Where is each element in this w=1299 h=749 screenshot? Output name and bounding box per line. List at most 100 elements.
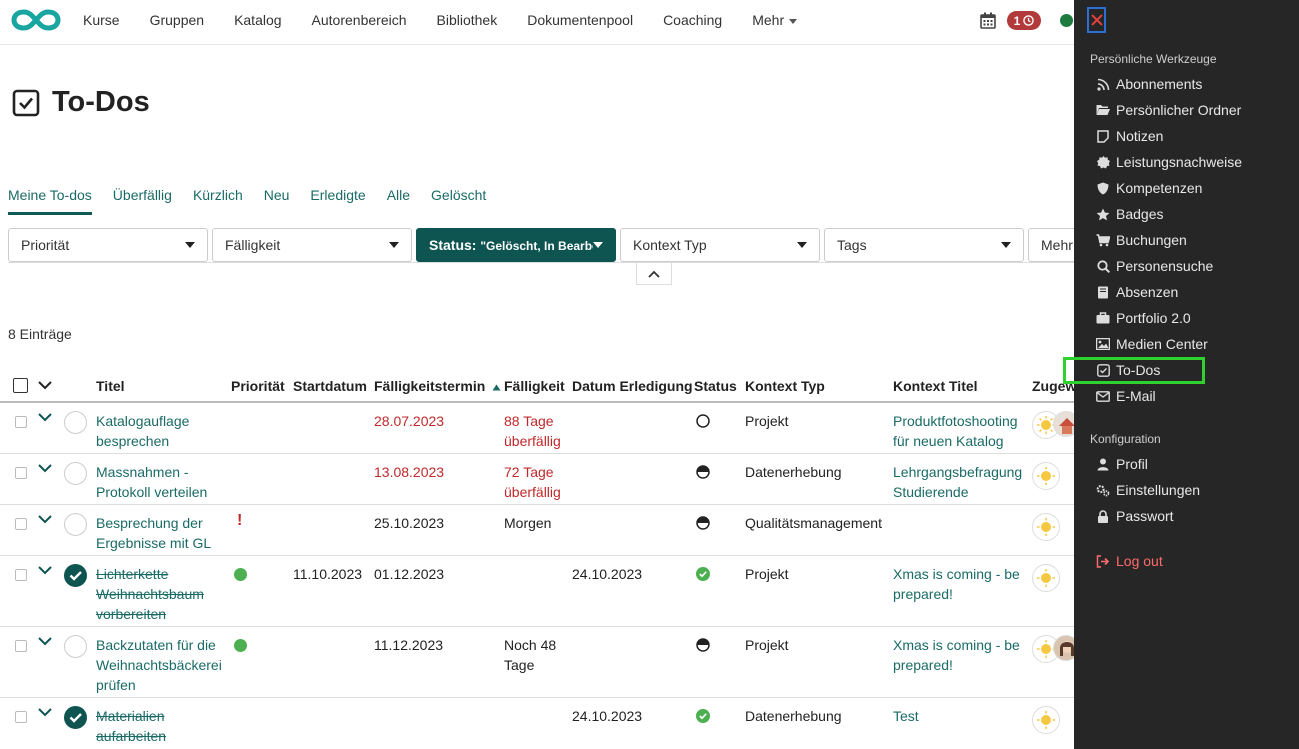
todo-title[interactable]: Lichterkette Weihnachtsbaum vorbereiten	[96, 564, 204, 624]
col-titel[interactable]: Titel	[96, 378, 125, 394]
sidebar-item-abonnements[interactable]: Abonnements	[1096, 73, 1202, 95]
row-checkbox[interactable]	[15, 640, 27, 652]
context-title[interactable]: Xmas is coming - be prepared!	[893, 564, 1020, 604]
online-status-icon[interactable]	[1060, 14, 1073, 27]
col-faelligkeitstermin[interactable]: Fälligkeitstermin	[374, 378, 501, 394]
tab-alle[interactable]: Alle	[386, 187, 411, 203]
sidebar-item-leistungsnachweise[interactable]: Leistungsnachweise	[1096, 151, 1242, 173]
col-faelligkeit[interactable]: Fälligkeit	[504, 378, 565, 394]
chevron-down-icon[interactable]	[38, 463, 52, 473]
table-row: Materialien aufarbeiten 24.10.2023 Datene…	[0, 698, 1074, 749]
tab-ueberfaellig[interactable]: Überfällig	[112, 187, 172, 203]
todo-done-check-icon[interactable]	[64, 564, 87, 587]
tab-erledigte[interactable]: Erledigte	[310, 187, 366, 203]
nav-katalog[interactable]: Katalog	[234, 12, 282, 28]
sidebar-item-badges[interactable]: Badges	[1096, 203, 1163, 225]
shopping-cart-icon	[1096, 233, 1110, 247]
tab-meine-todos[interactable]: Meine To-dos	[8, 187, 92, 215]
sidebar-item-profil[interactable]: Profil	[1096, 453, 1148, 475]
col-prioritaet[interactable]: Priorität	[231, 378, 285, 394]
col-datum-erledigung[interactable]: Datum Erledigung	[572, 378, 693, 394]
context-title[interactable]: Test	[893, 708, 919, 724]
todo-title-line: Katalogauflage	[96, 413, 190, 429]
sidebar-item-label: To-Dos	[1116, 362, 1161, 378]
row-checkbox[interactable]	[15, 467, 27, 479]
chevron-down-icon[interactable]	[38, 412, 52, 422]
context-title-line: prepared!	[893, 586, 953, 602]
tab-neu[interactable]: Neu	[263, 187, 290, 203]
row-checkbox[interactable]	[15, 569, 27, 581]
filter-prioritaet[interactable]: Priorität	[8, 228, 208, 262]
tab-kuerzlich[interactable]: Kürzlich	[192, 187, 243, 203]
chevron-down-icon[interactable]	[38, 514, 52, 524]
chevron-down-icon[interactable]	[38, 565, 52, 575]
sidebar-item-persoenlicher-ordner[interactable]: Persönlicher Ordner	[1096, 99, 1241, 121]
context-type: Projekt	[745, 637, 789, 653]
nav-mehr[interactable]: Mehr	[737, 12, 812, 28]
sidebar-item-portfolio[interactable]: Portfolio 2.0	[1096, 307, 1191, 329]
todo-open-circle[interactable]	[64, 635, 87, 658]
user-icon	[1096, 457, 1110, 471]
chevron-down-icon[interactable]	[38, 707, 52, 717]
chevron-down-icon[interactable]	[38, 636, 52, 646]
filter-status[interactable]: Status: "Gelöscht, In Bearbeit...	[416, 228, 616, 262]
nav-bibliothek[interactable]: Bibliothek	[436, 12, 498, 28]
context-title[interactable]: Xmas is coming - be prepared!	[893, 635, 1020, 675]
collapse-filters-button[interactable]	[636, 263, 672, 285]
nav-coaching[interactable]: Coaching	[663, 12, 723, 28]
context-title[interactable]: Produktfotoshooting für neuen Katalog	[893, 411, 1018, 451]
todo-title[interactable]: Besprechung der Ergebnisse mit GL	[96, 513, 211, 553]
nav-kurse[interactable]: Kurse	[83, 12, 120, 28]
tab-geloescht[interactable]: Gelöscht	[431, 187, 487, 203]
filter-kontext-typ[interactable]: Kontext Typ	[620, 228, 820, 262]
select-all-checkbox[interactable]	[13, 378, 28, 393]
row-checkbox[interactable]	[15, 518, 27, 530]
col-status[interactable]: Status	[694, 378, 737, 394]
due-status-line: überfällig	[504, 433, 561, 449]
sidebar-item-kompetenzen[interactable]: Kompetenzen	[1096, 177, 1202, 199]
rss-icon	[1096, 77, 1110, 91]
nav-gruppen[interactable]: Gruppen	[149, 12, 205, 28]
context-title[interactable]: Lehrgangsbefragung Studierende	[893, 462, 1022, 502]
logout-button[interactable]: Log out	[1096, 550, 1163, 572]
row-checkbox[interactable]	[15, 711, 27, 723]
todo-open-circle[interactable]	[64, 513, 87, 536]
sidebar-item-buchungen[interactable]: Buchungen	[1096, 229, 1187, 251]
todo-title[interactable]: Backzutaten für die Weihnachtsbäckerei prü…	[96, 635, 222, 695]
todo-title[interactable]: Materialien aufarbeiten	[96, 706, 166, 746]
filter-kontext-typ-label: Kontext Typ	[633, 237, 707, 253]
col-startdatum[interactable]: Startdatum	[293, 378, 367, 394]
todo-title[interactable]: Massnahmen - Protokoll verteilen	[96, 462, 207, 502]
sidebar-item-personensuche[interactable]: Personensuche	[1096, 255, 1213, 277]
sidebar-item-email[interactable]: E-Mail	[1096, 385, 1156, 407]
close-sidebar-button[interactable]	[1087, 7, 1106, 33]
filter-tags[interactable]: Tags	[824, 228, 1024, 262]
sidebar-item-medien-center[interactable]: Medien Center	[1096, 333, 1208, 355]
due-status-line: überfällig	[504, 484, 561, 500]
openolat-logo[interactable]	[10, 8, 62, 35]
sidebar-item-todos[interactable]: To-Dos	[1096, 359, 1160, 381]
todo-open-circle[interactable]	[64, 462, 87, 485]
filter-faelligkeit[interactable]: Fälligkeit	[212, 228, 412, 262]
nav-dokumentenpool[interactable]: Dokumentenpool	[527, 12, 634, 28]
avatar[interactable]	[1032, 462, 1060, 490]
calendar-icon[interactable]	[980, 12, 996, 32]
sidebar-item-absenzen[interactable]: Absenzen	[1096, 281, 1178, 303]
avatar[interactable]	[1032, 513, 1060, 541]
col-kontext-titel[interactable]: Kontext Titel	[893, 378, 978, 394]
col-kontext-typ[interactable]: Kontext Typ	[745, 378, 825, 394]
todo-open-circle[interactable]	[64, 411, 87, 434]
due-status: 72 Tage überfällig	[504, 462, 561, 502]
sidebar-item-passwort[interactable]: Passwort	[1096, 505, 1174, 527]
row-checkbox[interactable]	[15, 416, 27, 428]
sidebar-item-notizen[interactable]: Notizen	[1096, 125, 1163, 147]
notification-badge[interactable]: 1	[1007, 11, 1041, 30]
status-done-icon	[696, 709, 710, 723]
chevron-down-icon[interactable]	[38, 380, 52, 390]
todo-title[interactable]: Katalogauflage besprechen	[96, 411, 189, 451]
todo-done-check-icon[interactable]	[64, 706, 87, 729]
avatar[interactable]	[1032, 564, 1060, 592]
avatar[interactable]	[1032, 706, 1060, 734]
sidebar-item-einstellungen[interactable]: Einstellungen	[1096, 479, 1200, 501]
nav-autorenbereich[interactable]: Autorenbereich	[311, 12, 407, 28]
